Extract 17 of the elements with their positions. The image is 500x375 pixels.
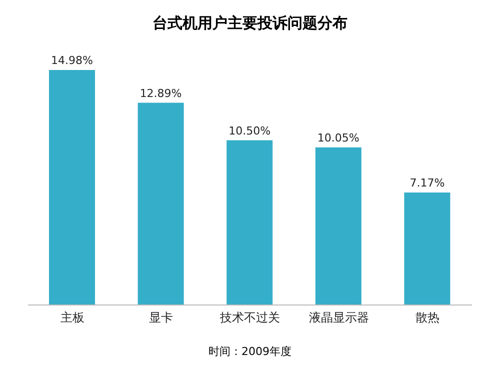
bar bbox=[404, 192, 450, 305]
chart-title: 台式机用户主要投诉问题分布 bbox=[152, 13, 348, 34]
bar bbox=[49, 70, 95, 305]
data-label: 10.05% bbox=[317, 131, 360, 144]
bar bbox=[226, 140, 273, 305]
data-label: 10.50% bbox=[228, 124, 271, 138]
x-tick-label: 散热 bbox=[416, 310, 440, 325]
data-label: 14.98% bbox=[51, 54, 93, 67]
bar bbox=[138, 102, 184, 305]
bar bbox=[315, 147, 362, 305]
x-tick-label: 液晶显示器 bbox=[308, 310, 369, 325]
text: 时间：2009年度 bbox=[208, 344, 292, 359]
data-label: 12.89% bbox=[140, 86, 182, 100]
x-tick-label: 技术不过关 bbox=[219, 310, 280, 325]
x-tick-label: 显卡 bbox=[149, 310, 174, 325]
data-label: 7.17% bbox=[410, 176, 445, 190]
x-tick-label: 主板 bbox=[60, 310, 84, 325]
